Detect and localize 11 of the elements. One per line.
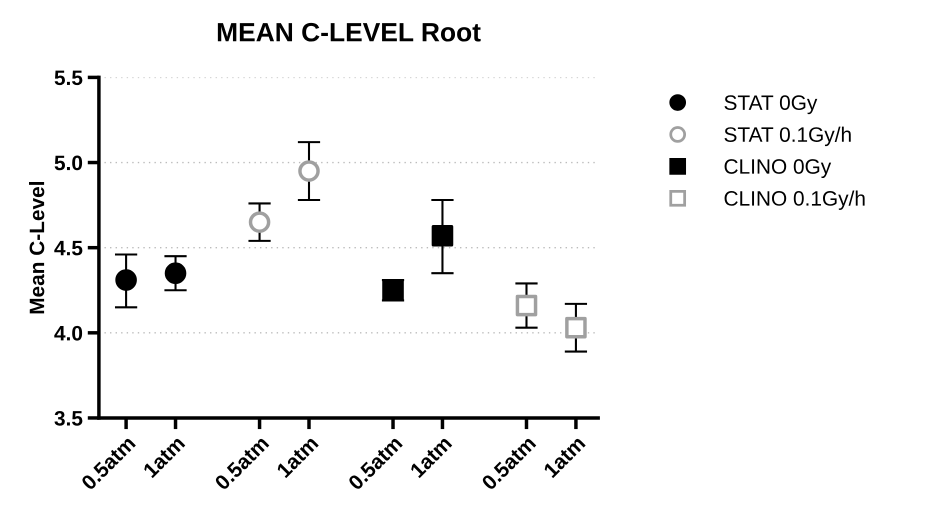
y-tick-label: 4.0: [54, 326, 82, 341]
legend-label: STAT 0Gy: [724, 95, 818, 114]
chart-title: MEAN C-LEVEL Root: [218, 22, 481, 42]
y-axis-title: Mean C-Level: [29, 182, 44, 314]
y-tick-label: 5.0: [54, 156, 82, 170]
legend-label: STAT 0.1Gy/h: [724, 126, 851, 146]
y-tick-label: 4.5: [54, 240, 82, 256]
legend-label: CLINO 0.1Gy/h: [724, 190, 865, 210]
y-tick-label: 3.5: [54, 410, 82, 426]
y-tick-label: 5.5: [54, 70, 82, 86]
legend-label: CLINO 0Gy: [724, 159, 832, 178]
